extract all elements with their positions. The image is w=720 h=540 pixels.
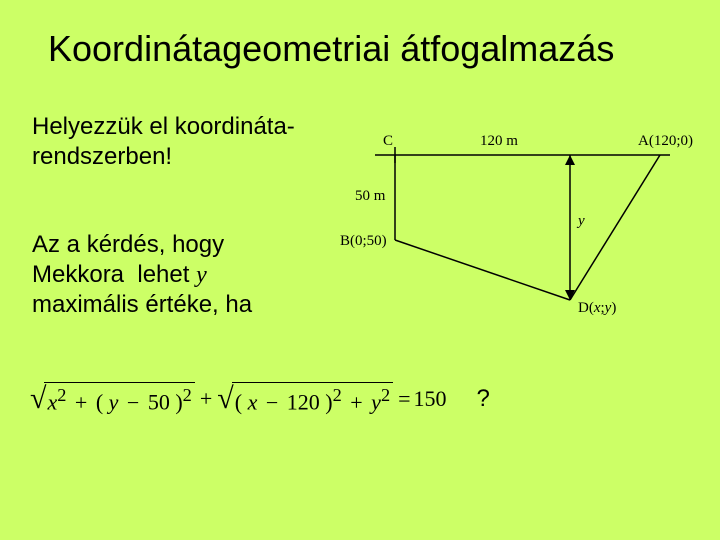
paren-open-1: ( xyxy=(96,390,103,415)
label-A: A(120;0) xyxy=(638,133,693,149)
geometry-diagram: C 120 m A(120;0) 50 m B(0;50) y D(x;y) xyxy=(320,130,710,350)
op-plus-mid: + xyxy=(197,386,215,412)
var-y-2: y xyxy=(371,390,381,415)
paragraph-2: Az a kérdés, hogy Mekkora lehet y maximá… xyxy=(32,230,252,320)
label-120m: 120 m xyxy=(480,133,518,149)
sup-2-a: 2 xyxy=(57,385,66,405)
const-50: 50 xyxy=(148,390,170,415)
label-50m: 50 m xyxy=(355,188,386,204)
sqrt-2: √ ( x − 120 )2 + y2 xyxy=(217,382,393,416)
para1-line2: rendszerben! xyxy=(32,142,295,172)
label-y: y xyxy=(576,213,585,229)
paren-close-2: ) xyxy=(325,390,332,415)
sup-2-c: 2 xyxy=(333,385,342,405)
paren-open-2: ( xyxy=(235,390,242,415)
op-eq: = xyxy=(395,386,413,412)
var-y-1: y xyxy=(109,390,119,415)
page-title: Koordinátageometriai átfogalmazás xyxy=(0,0,720,70)
label-B: B(0;50) xyxy=(340,233,387,249)
label-C: C xyxy=(383,133,393,149)
op-minus-2: − xyxy=(263,390,281,415)
op-plus-1: + xyxy=(72,390,90,415)
question-mark: ? xyxy=(477,385,490,413)
var-x-2: x xyxy=(248,390,258,415)
formula: √ x2 + ( y − 50 )2 + √ ( x − 120 )2 + y2 xyxy=(28,382,490,416)
op-plus-2: + xyxy=(347,390,365,415)
sup-2-d: 2 xyxy=(381,385,390,405)
paren-close-1: ) xyxy=(175,390,182,415)
sqrt-1: √ x2 + ( y − 50 )2 xyxy=(30,382,195,416)
para2-line2: Mekkora lehet y xyxy=(32,260,252,290)
para2-line3: maximális értéke, ha xyxy=(32,290,252,320)
var-x: x xyxy=(47,390,57,415)
label-D: D(x;y) xyxy=(578,300,616,316)
const-150: 150 xyxy=(414,386,447,412)
para2-line1: Az a kérdés, hogy xyxy=(32,230,252,260)
sup-2-b: 2 xyxy=(183,385,192,405)
op-minus-1: − xyxy=(124,390,142,415)
const-120: 120 xyxy=(287,390,320,415)
paragraph-1: Helyezzük el koordináta- rendszerben! xyxy=(32,112,295,172)
para1-line1: Helyezzük el koordináta- xyxy=(32,112,295,142)
